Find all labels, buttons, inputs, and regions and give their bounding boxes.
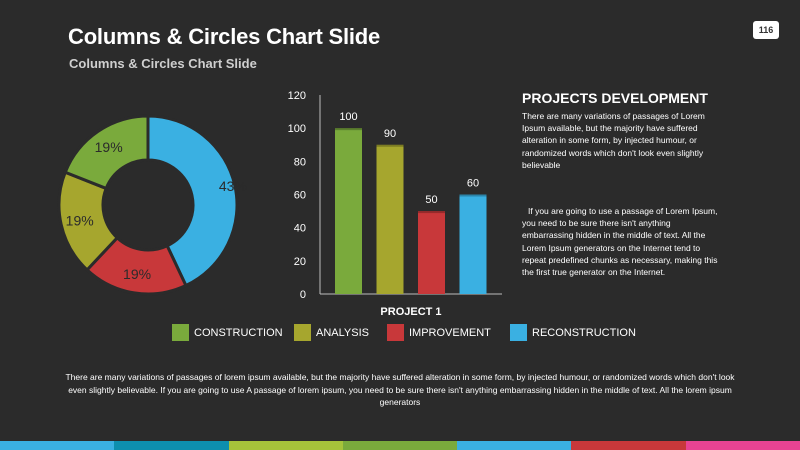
bottom-bar-segment: [342, 441, 458, 450]
bar-reconstruction: [459, 194, 487, 294]
bottom-bar-segment: [114, 441, 229, 450]
y-tick-label: 100: [288, 123, 306, 135]
bar-data-label: 90: [384, 128, 396, 140]
legend-swatch: [387, 324, 404, 341]
side-panel-heading: PROJECTS DEVELOPMENT: [522, 90, 708, 106]
bar-data-label: 50: [425, 194, 437, 206]
y-tick-label: 0: [300, 289, 306, 301]
donut-slice-construction: [63, 114, 150, 191]
legend-label: IMPROVEMENT: [409, 326, 491, 339]
y-tick-label: 60: [294, 190, 306, 202]
bottom-bar-segment: [685, 441, 800, 450]
y-tick-label: 80: [294, 156, 306, 168]
legend-swatch: [172, 324, 189, 341]
slide-title: Columns & Circles Chart Slide: [68, 24, 381, 49]
chart-legend: CONSTRUCTION ANALYSIS IMPROVEMENT RECONS…: [172, 324, 652, 346]
y-tick-label: 20: [294, 256, 306, 268]
legend-label: RECONSTRUCTION: [532, 326, 636, 339]
bar-analysis: [376, 144, 404, 294]
bar-top-edge: [335, 128, 362, 131]
legend-item-reconstruction: RECONSTRUCTION: [510, 324, 636, 341]
donut-slice-label: 19%: [123, 266, 151, 282]
side-panel-paragraph-2: If you are going to use a passage of Lor…: [522, 206, 718, 278]
legend-label: ANALYSIS: [316, 326, 369, 339]
legend-swatch: [510, 324, 527, 341]
bottom-bar-segment: [0, 441, 115, 450]
y-tick-label: 120: [288, 90, 306, 102]
donut-slice-label: 43%: [219, 178, 247, 194]
bar-data-label: 60: [467, 178, 479, 190]
bar-top-edge: [459, 194, 487, 197]
bottom-bar-segment: [457, 441, 572, 450]
bar-construction: [335, 128, 362, 294]
donut-slice-label: 19%: [66, 212, 94, 228]
legend-swatch: [294, 324, 311, 341]
bar-data-label: 100: [339, 111, 357, 123]
bottom-color-bar: [0, 441, 800, 450]
bar-top-edge: [376, 144, 404, 147]
bar-top-edge: [418, 211, 445, 214]
slide-subtitle: Columns & Circles Chart Slide: [69, 56, 257, 71]
legend-item-improvement: IMPROVEMENT: [387, 324, 491, 341]
bar-improvement: [418, 211, 445, 294]
bar-chart: 0 20 40 60 80 100 120 100 90 50 60 PROJECT 1: [288, 90, 502, 318]
bottom-bar-segment: [571, 441, 686, 450]
x-category-label: PROJECT 1: [380, 306, 441, 318]
side-panel-paragraph-1: There are many variations of passages of…: [522, 111, 705, 170]
donut-slice-label: 19%: [95, 139, 123, 155]
legend-item-construction: CONSTRUCTION: [172, 324, 283, 341]
legend-item-analysis: ANALYSIS: [294, 324, 369, 341]
footer-paragraph: There are many variations of passages of…: [65, 372, 735, 407]
page-number-badge: 116: [753, 21, 779, 39]
bottom-bar-segment: [228, 441, 343, 450]
donut-chart: 43% 19% 19% 19%: [57, 114, 247, 296]
y-tick-label: 40: [294, 223, 306, 235]
donut-slice-reconstruction: [146, 114, 239, 288]
legend-label: CONSTRUCTION: [194, 326, 283, 339]
